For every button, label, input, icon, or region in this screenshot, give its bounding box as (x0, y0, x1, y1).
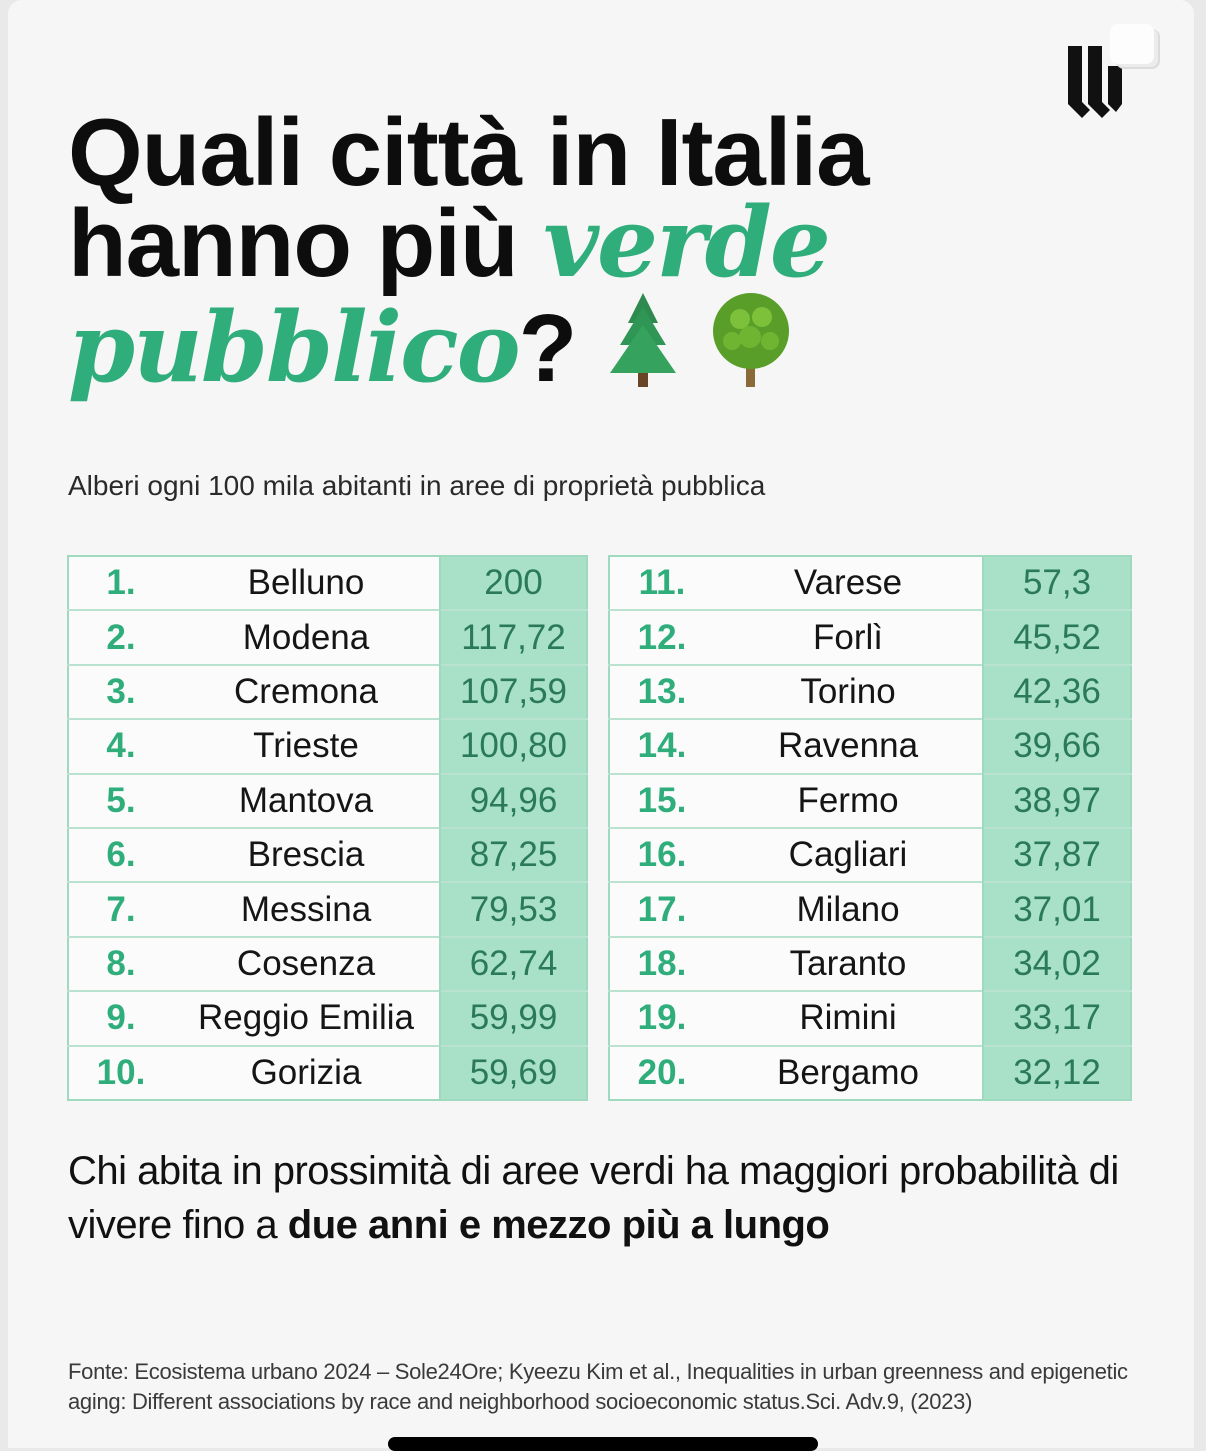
city: Milano (714, 881, 983, 937)
city: Trieste (173, 718, 440, 774)
table-row: 9. Reggio Emilia 59,99 (68, 990, 587, 1046)
chart-subtitle: Alberi ogni 100 mila abitanti in aree di… (68, 470, 766, 501)
value: 59,69 (439, 1044, 587, 1100)
city: Varese (793, 563, 903, 603)
rank: 16. (609, 826, 714, 883)
multi-image-post-icon (1110, 24, 1154, 64)
value: 37,01 (982, 881, 1131, 937)
city: Cosenza (173, 935, 440, 992)
value: 87,25 (439, 826, 587, 883)
value: 45,52 (982, 609, 1131, 665)
value: 117,72 (439, 609, 587, 665)
key-finding-highlight: due anni e mezzo più a lungo (287, 1203, 830, 1247)
value: 94,96 (439, 772, 587, 828)
ranking-table-right: 11. Varese 57,3 12. Forlì 45,52 13. Torino 42,… (608, 555, 1132, 1101)
title-line-1: Quali città in Italia (68, 99, 870, 206)
value: 100,80 (439, 718, 587, 774)
rank: 11. (638, 563, 686, 603)
table-row: 1. Belluno 200 (68, 556, 587, 611)
city: Torino (714, 663, 983, 720)
key-finding: Chi abita in prossimità di aree verdi ha… (68, 1144, 1148, 1252)
rank: 3. (68, 663, 173, 720)
table-row: 12. Forlì 45,52 (609, 609, 1131, 665)
key-finding-text: Chi abita in prossimità di aree verdi ha… (68, 1149, 1119, 1247)
publisher-logo-icon (1068, 46, 1122, 118)
title-accent-verde: verde (543, 186, 831, 299)
rank: 14. (609, 718, 714, 774)
rank: 18. (609, 935, 714, 992)
deciduous-tree-icon (712, 293, 789, 387)
rank: 15. (609, 772, 714, 828)
rank: 8. (68, 935, 173, 992)
city: Brescia (173, 826, 440, 883)
value: 42,36 (982, 663, 1131, 720)
table-row: 15. Fermo 38,97 (609, 772, 1131, 828)
value: 34,02 (982, 935, 1131, 992)
city: Reggio Emilia (173, 990, 440, 1046)
city: Mantova (173, 772, 440, 828)
table-row: 2. Modena 117,72 (68, 609, 587, 665)
value: 37,87 (982, 826, 1131, 883)
source-citation: Fonte: Ecosistema urbano 2024 – Sole24Or… (68, 1359, 1128, 1414)
value: 200 (439, 556, 587, 611)
table-row: 6. Brescia 87,25 (68, 826, 587, 883)
table-row: 13. Torino 42,36 (609, 663, 1131, 720)
table-row: 11. Varese 57,3 (609, 556, 1131, 611)
city: Modena (173, 609, 440, 665)
table-row: 20. Bergamo 32,12 (609, 1044, 1131, 1100)
title-line-2-plain: hanno più (68, 190, 544, 297)
table-row: 10. Gorizia 59,69 (68, 1044, 587, 1100)
rank: 12. (609, 609, 714, 665)
value: 62,74 (439, 935, 587, 992)
rank: 1. (106, 563, 136, 603)
title-accent-pubblico: pubblico (68, 291, 521, 404)
city: Forlì (714, 609, 983, 665)
city: Ravenna (714, 718, 983, 774)
value: 57,3 (982, 556, 1131, 611)
city: Messina (173, 881, 440, 937)
rank: 9. (68, 990, 173, 1046)
rank: 6. (68, 826, 173, 883)
title-question-mark: ? (518, 295, 578, 402)
rank: 19. (609, 990, 714, 1046)
table-row: 7. Messina 79,53 (68, 881, 587, 937)
table-row: 5. Mantova 94,96 (68, 772, 587, 828)
home-indicator[interactable] (388, 1437, 818, 1451)
value: 32,12 (982, 1044, 1131, 1100)
value: 59,99 (439, 990, 587, 1046)
value: 79,53 (439, 881, 587, 937)
value: 107,59 (439, 663, 587, 720)
city: Rimini (714, 990, 983, 1046)
rank: 20. (609, 1044, 714, 1100)
table-row: 3. Cremona 107,59 (68, 663, 587, 720)
table-row: 16. Cagliari 37,87 (609, 826, 1131, 883)
rank: 13. (609, 663, 714, 720)
evergreen-tree-icon (609, 293, 676, 387)
table-row: 14. Ravenna 39,66 (609, 718, 1131, 774)
table-row: 18. Taranto 34,02 (609, 935, 1131, 992)
value: 39,66 (982, 718, 1131, 774)
rank: 5. (68, 772, 173, 828)
city: Cagliari (714, 826, 983, 883)
table-row: 8. Cosenza 62,74 (68, 935, 587, 992)
city: Cremona (173, 663, 440, 720)
city: Taranto (714, 935, 983, 992)
city: Fermo (714, 772, 983, 828)
city: Bergamo (714, 1044, 983, 1100)
table-row: 17. Milano 37,01 (609, 881, 1131, 937)
value: 38,97 (982, 772, 1131, 828)
city: Belluno (247, 563, 365, 603)
table-row: 19. Rimini 33,17 (609, 990, 1131, 1046)
city: Gorizia (173, 1044, 440, 1100)
page-title: Quali città in Italia hanno più verde pu… (68, 105, 870, 397)
rank: 4. (68, 718, 173, 774)
ranking-table-left: 1. Belluno 200 2. Modena 117,72 3. Cremona 107… (67, 555, 588, 1101)
rank: 2. (68, 609, 173, 665)
value: 33,17 (982, 990, 1131, 1046)
rank: 10. (68, 1044, 173, 1100)
table-row: 4. Trieste 100,80 (68, 718, 587, 774)
rank: 17. (609, 881, 714, 937)
rank: 7. (68, 881, 173, 937)
